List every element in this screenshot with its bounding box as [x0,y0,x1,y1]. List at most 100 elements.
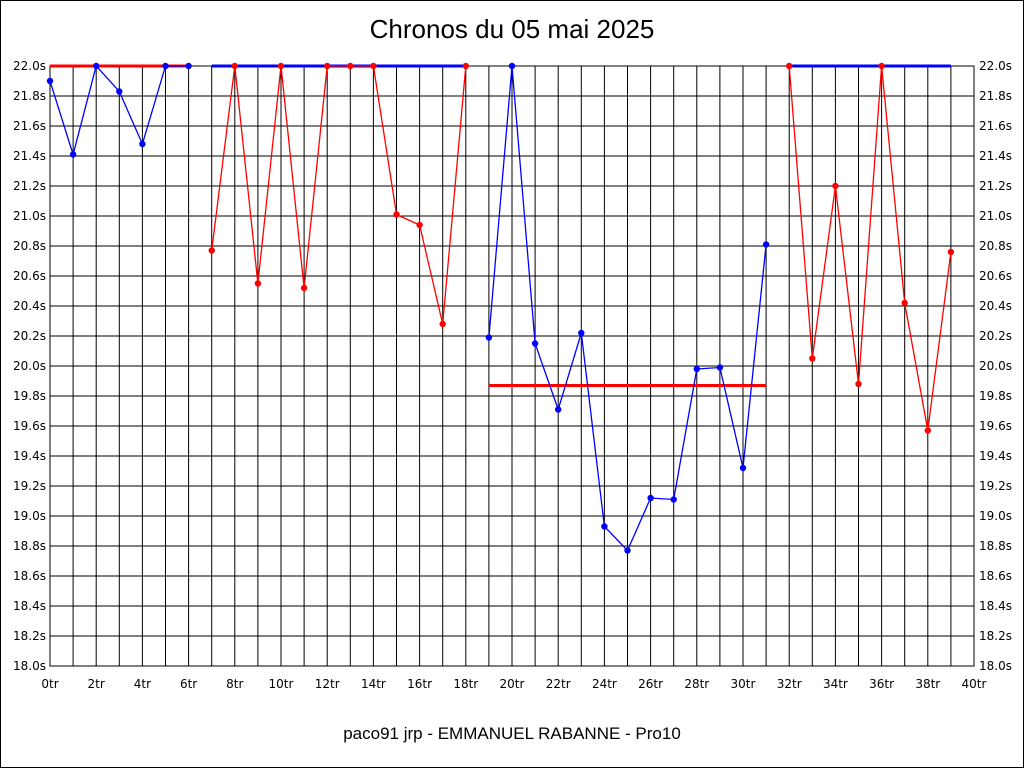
x-tick-label: 14tr [361,677,386,691]
data-point [832,182,839,190]
y-tick-label-left: 18.2s [13,629,46,643]
y-tick-label-right: 19.8s [979,389,1012,403]
y-tick-label-left: 21.4s [13,149,46,163]
data-point [670,496,677,503]
y-tick-label-right: 19.2s [979,479,1012,493]
y-tick-label-right: 21.6s [979,119,1012,133]
data-point [300,284,308,292]
y-tick-label-right: 18.4s [979,599,1012,613]
x-tick-label: 38tr [915,677,940,691]
data-point [69,151,77,158]
data-point [878,62,885,70]
data-point [578,329,585,337]
y-tick-label-left: 20.4s [13,299,46,313]
y-tick-label-right: 22.0s [979,59,1012,73]
series-line [211,65,467,325]
y-tick-label-right: 21.4s [979,149,1012,163]
x-tick-label: 8tr [226,677,243,691]
data-point [185,62,192,70]
data-point [116,88,123,95]
x-tick-label: 36tr [869,677,894,691]
y-tick-label-right: 19.0s [979,509,1012,523]
x-tick-label: 6tr [180,677,197,691]
y-tick-label-left: 18.0s [13,659,46,673]
y-tick-label-left: 19.0s [13,509,46,523]
data-point [347,62,354,70]
y-tick-label-right: 18.8s [979,539,1012,553]
data-point [809,355,816,362]
y-tick-label-right: 20.6s [979,269,1012,283]
y-tick-label-left: 18.8s [13,539,46,553]
data-point [855,380,862,388]
data-point [901,299,908,307]
y-tick-label-left: 21.8s [13,89,46,103]
data-point [462,62,469,70]
x-tick-label: 18tr [453,677,478,691]
y-tick-label-left: 21.6s [13,119,46,133]
data-point [716,364,724,371]
data-point [162,62,169,70]
data-point [485,334,493,341]
data-point [46,77,54,85]
data-point [555,406,562,413]
data-point [277,62,285,70]
x-tick-label: 12tr [315,677,340,691]
data-point [393,211,400,218]
y-tick-label-right: 20.4s [979,299,1012,313]
y-tick-label-right: 20.8s [979,239,1012,253]
series-line [788,65,952,431]
data-point [786,62,793,70]
data-point [947,248,955,256]
x-tick-label: 24tr [592,677,617,691]
x-tick-label: 26tr [638,677,663,691]
y-tick-label-right: 18.6s [979,569,1012,583]
x-tick-label: 30tr [731,677,756,691]
y-tick-label-right: 20.2s [979,329,1012,343]
x-tick-label: 10tr [269,677,294,691]
y-tick-label-left: 20.2s [13,329,46,343]
chart-subtitle: paco91 jrp - EMMANUEL RABANNE - Pro10 [343,724,681,743]
data-point [508,62,516,70]
data-point [370,62,377,70]
data-point [93,62,100,70]
data-point [324,62,331,70]
y-tick-label-left: 19.2s [13,479,46,493]
x-tick-label: 16tr [407,677,432,691]
y-tick-label-left: 18.4s [13,599,46,613]
y-tick-label-left: 19.8s [13,389,46,403]
data-point [624,547,631,554]
data-point [531,340,539,347]
x-tick-label: 4tr [134,677,151,691]
x-tick-label: 20tr [500,677,525,691]
data-point [208,247,215,254]
y-tick-label-left: 20.8s [13,239,46,253]
data-point [416,221,423,229]
data-point [439,320,446,328]
x-tick-label: 40tr [962,677,987,691]
y-tick-label-left: 22.0s [13,59,46,73]
data-point [762,241,770,248]
y-tick-label-right: 21.0s [979,209,1012,223]
y-tick-label-right: 19.4s [979,449,1012,463]
x-tick-label: 2tr [88,677,105,691]
y-tick-label-right: 21.2s [979,179,1012,193]
data-point [693,365,700,373]
chart-title: Chronos du 05 mai 2025 [369,14,655,44]
y-tick-label-left: 20.6s [13,269,46,283]
y-tick-label-right: 18.2s [979,629,1012,643]
data-point [601,523,608,530]
data-point [231,62,238,70]
x-tick-label: 0tr [41,677,58,691]
y-tick-label-left: 21.2s [13,179,46,193]
data-point [739,464,747,472]
y-tick-label-left: 21.0s [13,209,46,223]
y-tick-label-right: 18.0s [979,659,1012,673]
y-tick-label-right: 20.0s [979,359,1012,373]
data-point [254,280,262,287]
y-tick-label-right: 21.8s [979,89,1012,103]
x-tick-label: 34tr [823,677,848,691]
x-tick-label: 28tr [684,677,709,691]
data-point [647,494,654,502]
y-tick-label-left: 18.6s [13,569,46,583]
